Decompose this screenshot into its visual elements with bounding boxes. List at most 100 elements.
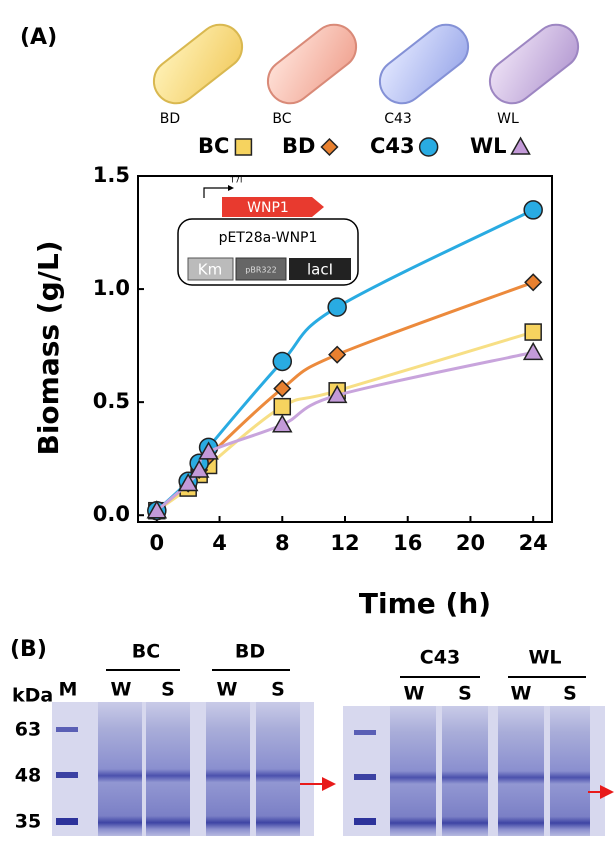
lane [498, 706, 544, 836]
lane-label: S [458, 683, 472, 705]
plasmid-inset: T7I WNP1 pET28a-WNP1 Km pBR322 lacI [177, 176, 359, 286]
x-tick-label: 4 [212, 531, 227, 555]
y-tick-label: 0.5 [93, 389, 130, 413]
marker [320, 137, 339, 157]
plot: 0.0 0.5 1.0 1.5 0 4 8 12 16 20 24 [93, 163, 553, 555]
legend-label: C43 [370, 134, 415, 158]
part-label: pBR322 [245, 266, 276, 275]
marker [524, 273, 543, 292]
size-label: 35 [15, 811, 41, 833]
strain-label: C43 [384, 111, 412, 127]
legend-label: BD [282, 134, 315, 158]
part [289, 258, 351, 280]
marker [188, 459, 210, 478]
part [187, 257, 234, 281]
lane-label: S [271, 679, 285, 701]
marker [328, 345, 347, 364]
promoter: T7I [229, 176, 242, 185]
x-tick-label: 0 [150, 531, 165, 555]
x-tick-label: 24 [519, 531, 548, 555]
panel-label: (B) [10, 637, 47, 662]
lane [442, 706, 488, 836]
lane-label: S [161, 679, 175, 701]
gene-arrow [222, 197, 324, 217]
legend: BC BD C43 WL [198, 134, 531, 158]
x-tick-label: 16 [393, 531, 422, 555]
x-tick-label: 20 [456, 531, 485, 555]
bacterium [488, 23, 580, 105]
lane-label: S [563, 683, 577, 705]
marker [198, 441, 219, 460]
series [146, 341, 544, 519]
gel-right [343, 706, 614, 836]
plasmid-ring [177, 218, 359, 286]
lane [98, 702, 142, 836]
x-tick-label: 12 [330, 531, 359, 555]
promoter-arrow [203, 187, 232, 198]
panel-label: (A) [20, 25, 57, 50]
strain-label: WL [497, 111, 519, 127]
x-axis-title: Time (h) [359, 587, 491, 620]
marker [418, 137, 439, 157]
arrow-head [228, 185, 234, 191]
lane-label: W [217, 679, 238, 701]
part-label: Km [198, 261, 222, 279]
y-axis-title: Biomass (g/L) [32, 240, 65, 455]
legend-label: WL [470, 134, 507, 158]
marker [510, 136, 531, 155]
bacteria-icons [152, 23, 580, 105]
marker [327, 297, 347, 317]
bacterium [378, 23, 470, 105]
lane [390, 706, 436, 836]
y-tick-label: 0.0 [93, 502, 130, 526]
unit: kDa [12, 685, 53, 707]
ladder-band [354, 774, 376, 780]
group-lines [106, 669, 586, 678]
y-tick-label: 1.0 [93, 276, 130, 300]
series-line [155, 350, 534, 512]
part-label: lacI [307, 261, 333, 279]
marker [177, 473, 199, 492]
marker [522, 341, 544, 361]
part [235, 257, 287, 281]
strain-label: BC [272, 111, 291, 127]
lane-label: W [511, 683, 532, 705]
lane [206, 702, 250, 836]
marker [523, 200, 543, 220]
plasmid: pET28a-WNP1 [219, 230, 318, 246]
ladder-band [354, 730, 376, 735]
size-label: 48 [15, 765, 41, 787]
ladder-band [354, 818, 376, 825]
red-arrow [300, 777, 336, 791]
marker [272, 351, 293, 372]
gene: WNP1 [247, 200, 289, 216]
group-label: C43 [420, 647, 460, 669]
marker [146, 500, 168, 519]
marker [273, 397, 292, 416]
series-line [155, 330, 534, 512]
y-tick-label: 1.5 [93, 163, 130, 187]
lane [146, 702, 190, 836]
marker-lane-label: M [59, 679, 78, 701]
lane-label: W [111, 679, 132, 701]
gel-left [52, 702, 336, 836]
marker [271, 414, 293, 433]
marker [524, 323, 542, 341]
red-arrow [588, 785, 614, 799]
group-label: BC [132, 641, 160, 663]
bacterium [152, 23, 244, 105]
strain-label: BD [160, 111, 180, 127]
ladder-band [56, 772, 78, 778]
lane-label: W [404, 683, 425, 705]
marker [234, 138, 253, 156]
series [148, 323, 542, 520]
ladder-band [56, 727, 78, 732]
group-label: WL [528, 647, 561, 669]
lane [256, 702, 300, 836]
bacterium [266, 23, 358, 105]
lane [550, 706, 590, 836]
marker [326, 384, 348, 404]
ladder-band [56, 818, 78, 825]
legend-label: BC [198, 134, 229, 158]
